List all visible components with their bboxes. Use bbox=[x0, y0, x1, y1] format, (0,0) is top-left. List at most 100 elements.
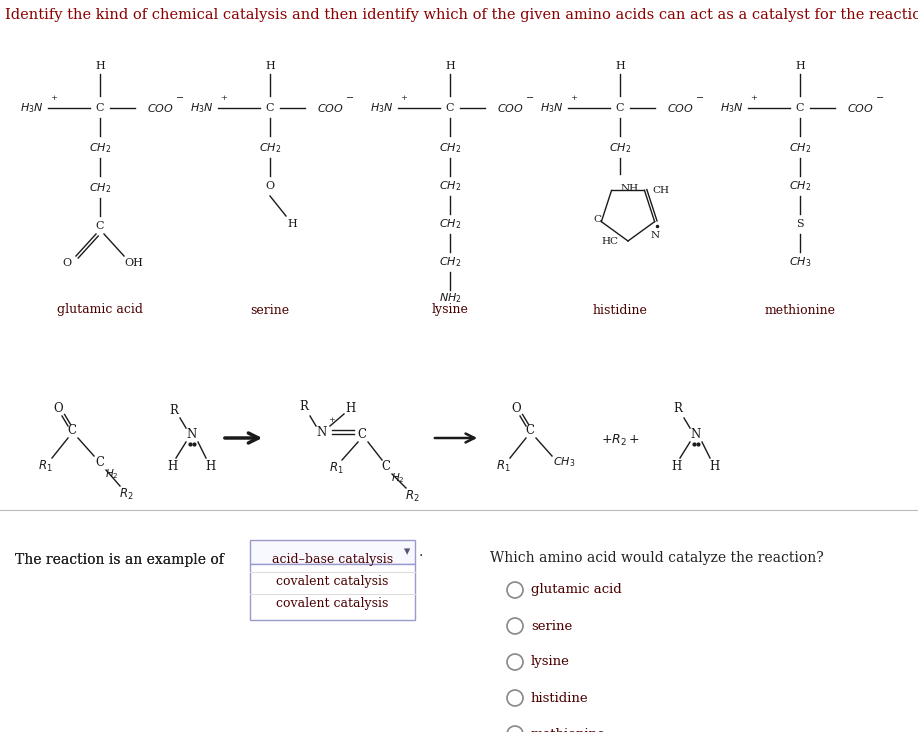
Text: O: O bbox=[511, 401, 521, 414]
Text: H: H bbox=[709, 460, 719, 472]
Text: $NH_2$: $NH_2$ bbox=[439, 291, 462, 305]
Text: $H_2$: $H_2$ bbox=[106, 467, 118, 481]
Text: H: H bbox=[287, 219, 297, 229]
Text: CH: CH bbox=[652, 186, 669, 195]
Text: O: O bbox=[53, 401, 62, 414]
FancyBboxPatch shape bbox=[250, 540, 415, 564]
FancyBboxPatch shape bbox=[250, 564, 415, 620]
Text: −: − bbox=[526, 94, 534, 102]
Text: histidine: histidine bbox=[592, 304, 647, 316]
Text: O: O bbox=[265, 181, 274, 191]
Text: glutamic acid: glutamic acid bbox=[531, 583, 621, 597]
Text: N: N bbox=[187, 427, 197, 441]
Text: $R_1$: $R_1$ bbox=[496, 458, 510, 474]
Text: H: H bbox=[167, 460, 177, 472]
Text: $CH_2$: $CH_2$ bbox=[89, 181, 111, 195]
Text: R: R bbox=[674, 401, 682, 414]
Text: glutamic acid: glutamic acid bbox=[57, 304, 143, 316]
Text: histidine: histidine bbox=[531, 692, 588, 704]
Text: $CH_2$: $CH_2$ bbox=[439, 217, 461, 231]
Text: +: + bbox=[329, 416, 335, 424]
Text: $CH_2$: $CH_2$ bbox=[789, 179, 812, 193]
Text: N: N bbox=[691, 427, 701, 441]
Text: $H_3N$: $H_3N$ bbox=[370, 101, 394, 115]
Text: $H_3N$: $H_3N$ bbox=[540, 101, 564, 115]
Text: $R_2$: $R_2$ bbox=[118, 487, 133, 501]
Text: S: S bbox=[796, 219, 804, 229]
Text: C: C bbox=[357, 427, 366, 441]
Text: Identify the kind of chemical catalysis and then identify which of the given ami: Identify the kind of chemical catalysis … bbox=[5, 8, 918, 22]
Text: HC: HC bbox=[601, 236, 619, 245]
Text: H: H bbox=[265, 61, 274, 71]
Text: C: C bbox=[616, 103, 624, 113]
Text: serine: serine bbox=[531, 619, 572, 632]
Text: Which amino acid would catalyze the reaction?: Which amino acid would catalyze the reac… bbox=[490, 551, 823, 565]
Text: $+ R_2 +$: $+ R_2 +$ bbox=[600, 433, 639, 447]
Text: C: C bbox=[796, 103, 804, 113]
Text: C: C bbox=[382, 460, 390, 472]
Text: N: N bbox=[650, 231, 659, 240]
Text: C: C bbox=[68, 424, 76, 436]
Text: $CH_2$: $CH_2$ bbox=[609, 141, 632, 155]
Text: H: H bbox=[95, 61, 105, 71]
Text: methionine: methionine bbox=[765, 304, 835, 316]
Text: $H_3N$: $H_3N$ bbox=[190, 101, 214, 115]
Text: $COO$: $COO$ bbox=[666, 102, 693, 114]
Text: covalent catalysis: covalent catalysis bbox=[276, 597, 388, 610]
Text: $CH_2$: $CH_2$ bbox=[259, 141, 281, 155]
Text: +: + bbox=[50, 94, 58, 102]
Text: C: C bbox=[95, 103, 105, 113]
Text: methionine: methionine bbox=[531, 728, 606, 732]
Text: −: − bbox=[346, 94, 354, 102]
Text: $CH_3$: $CH_3$ bbox=[789, 255, 812, 269]
Text: −: − bbox=[876, 94, 884, 102]
Text: C: C bbox=[95, 221, 105, 231]
Text: C: C bbox=[593, 215, 601, 224]
Text: $R_1$: $R_1$ bbox=[329, 460, 343, 476]
Text: +: + bbox=[571, 94, 577, 102]
Text: The reaction is an example of: The reaction is an example of bbox=[15, 553, 224, 567]
Text: H: H bbox=[205, 460, 215, 472]
Text: +: + bbox=[400, 94, 408, 102]
Text: +: + bbox=[220, 94, 228, 102]
Text: $R_2$: $R_2$ bbox=[405, 488, 420, 504]
Text: $COO$: $COO$ bbox=[497, 102, 523, 114]
Text: C: C bbox=[265, 103, 274, 113]
Text: $CH_2$: $CH_2$ bbox=[789, 141, 812, 155]
Text: $CH_3$: $CH_3$ bbox=[553, 455, 576, 469]
Text: $COO$: $COO$ bbox=[846, 102, 873, 114]
Text: −: − bbox=[696, 94, 704, 102]
Text: $COO$: $COO$ bbox=[147, 102, 174, 114]
Text: R: R bbox=[170, 403, 178, 417]
Text: R: R bbox=[299, 400, 308, 413]
Text: C: C bbox=[446, 103, 454, 113]
Text: $CH_2$: $CH_2$ bbox=[89, 141, 111, 155]
Text: ▾: ▾ bbox=[404, 545, 410, 559]
Text: $CH_2$: $CH_2$ bbox=[439, 141, 461, 155]
Text: $CH_2$: $CH_2$ bbox=[439, 255, 461, 269]
Text: H: H bbox=[671, 460, 681, 472]
Text: $COO$: $COO$ bbox=[317, 102, 343, 114]
Text: $CH_2$: $CH_2$ bbox=[439, 179, 461, 193]
Text: acid–base catalysis: acid–base catalysis bbox=[272, 553, 393, 567]
Text: lysine: lysine bbox=[431, 304, 468, 316]
Text: $H_3N$: $H_3N$ bbox=[721, 101, 744, 115]
Text: $H_2$: $H_2$ bbox=[391, 471, 405, 485]
Text: $R_1$: $R_1$ bbox=[38, 458, 52, 474]
Text: The reaction is an example of: The reaction is an example of bbox=[15, 553, 224, 567]
Text: H: H bbox=[795, 61, 805, 71]
Text: −: − bbox=[176, 94, 185, 102]
Text: OH: OH bbox=[125, 258, 143, 268]
Text: H: H bbox=[445, 61, 455, 71]
Text: +: + bbox=[751, 94, 757, 102]
Text: C: C bbox=[525, 424, 534, 436]
Text: C: C bbox=[95, 455, 105, 468]
Text: covalent catalysis: covalent catalysis bbox=[276, 575, 388, 589]
Text: H: H bbox=[615, 61, 625, 71]
Text: O: O bbox=[62, 258, 72, 268]
Text: serine: serine bbox=[251, 304, 289, 316]
Text: .: . bbox=[419, 545, 423, 559]
Text: $H_3N$: $H_3N$ bbox=[20, 101, 44, 115]
Text: H: H bbox=[345, 401, 355, 414]
Text: lysine: lysine bbox=[531, 655, 570, 668]
